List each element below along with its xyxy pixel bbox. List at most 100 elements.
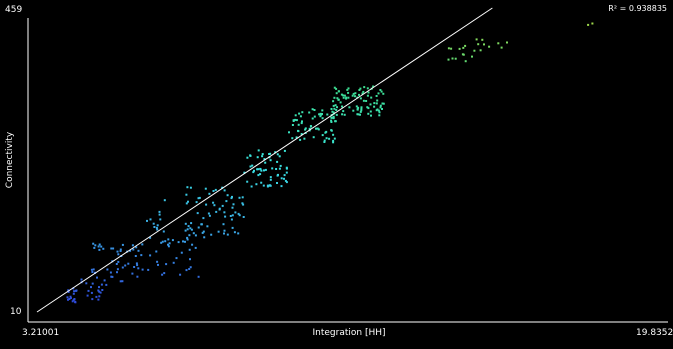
scatter-point-305 <box>321 109 323 111</box>
scatter-point-346 <box>378 92 380 94</box>
scatter-point-33 <box>91 292 93 294</box>
scatter-point-446 <box>473 50 475 52</box>
scatter-point-56 <box>124 265 126 267</box>
scatter-point-377 <box>379 111 381 113</box>
scatter-point-86 <box>110 248 112 250</box>
scatter-point-25 <box>98 286 100 288</box>
scatter-point-329 <box>332 134 334 136</box>
scatter-point-185 <box>234 231 236 233</box>
scatter-point-349 <box>378 114 380 116</box>
scatter-point-24 <box>95 296 97 298</box>
scatter-point-348 <box>368 92 370 94</box>
scatter-point-204 <box>202 232 204 234</box>
scatter-point-177 <box>208 193 210 195</box>
scatter-point-85 <box>147 269 149 271</box>
scatter-point-381 <box>370 111 372 113</box>
scatter-point-410 <box>367 87 369 89</box>
scatter-point-314 <box>300 115 302 117</box>
scatter-point-207 <box>264 162 266 164</box>
x-max-tick-label: 19.8352 <box>636 328 673 338</box>
scatter-point-274 <box>301 111 303 113</box>
scatter-point-50 <box>98 246 100 248</box>
scatter-point-194 <box>185 223 187 225</box>
scatter-point-75 <box>142 269 144 271</box>
scatter-point-448 <box>587 24 589 26</box>
scatter-point-55 <box>117 251 119 253</box>
scatter-point-89 <box>132 244 134 246</box>
scatter-point-344 <box>373 102 375 104</box>
scatter-point-273 <box>298 113 300 115</box>
scatter-point-20 <box>91 271 93 273</box>
scatter-point-398 <box>341 106 343 108</box>
scatter-point-339 <box>370 97 372 99</box>
scatter-point-40 <box>93 268 95 270</box>
scatter-point-18 <box>105 284 107 286</box>
scatter-point-189 <box>185 230 187 232</box>
scatter-point-413 <box>347 92 349 94</box>
scatter-point-139 <box>218 231 220 233</box>
scatter-point-372 <box>335 88 337 90</box>
scatter-point-103 <box>164 199 166 201</box>
scatter-point-435 <box>463 54 465 56</box>
scatter-point-122 <box>178 241 180 243</box>
scatter-point-73 <box>149 254 151 256</box>
scatter-point-270 <box>326 137 328 139</box>
scatter-point-90 <box>117 253 119 255</box>
scatter-point-21 <box>101 289 103 291</box>
scatter-point-299 <box>319 115 321 117</box>
scatter-point-158 <box>190 187 192 189</box>
scatter-point-394 <box>354 92 356 94</box>
scatter-point-449 <box>591 23 593 25</box>
scatter-point-116 <box>181 252 183 254</box>
scatter-point-107 <box>172 239 174 241</box>
scatter-point-126 <box>169 242 171 244</box>
scatter-point-282 <box>322 134 324 136</box>
scatter-point-430 <box>471 56 473 58</box>
scatter-point-108 <box>198 276 200 278</box>
scatter-point-224 <box>255 183 257 185</box>
scatter-point-47 <box>102 248 104 250</box>
scatter-point-101 <box>153 223 155 225</box>
scatter-point-46 <box>94 244 96 246</box>
scatter-point-259 <box>284 174 286 176</box>
scatter-point-144 <box>230 215 232 217</box>
scatter-point-420 <box>381 91 383 93</box>
scatter-point-316 <box>301 122 303 124</box>
scatter-point-178 <box>223 223 225 225</box>
scatter-point-118 <box>195 247 197 249</box>
scatter-point-51 <box>92 243 94 245</box>
scatter-point-311 <box>310 125 312 127</box>
scatter-point-391 <box>370 115 372 117</box>
scatter-point-426 <box>459 48 461 50</box>
scatter-point-36 <box>96 277 98 279</box>
scatter-point-29 <box>91 298 93 300</box>
scatter-point-159 <box>232 207 234 209</box>
scatter-point-125 <box>190 266 192 268</box>
scatter-point-191 <box>233 203 235 205</box>
scatter-point-373 <box>333 105 335 107</box>
scatter-point-113 <box>189 258 191 260</box>
scatter-point-374 <box>367 113 369 115</box>
scatter-point-419 <box>356 105 358 107</box>
scatter-point-441 <box>497 42 499 44</box>
scatter-point-210 <box>277 153 279 155</box>
scatter-point-130 <box>188 268 190 270</box>
scatter-point-179 <box>193 232 195 234</box>
scatter-point-409 <box>356 113 358 115</box>
scatter-point-300 <box>330 120 332 122</box>
scatter-point-431 <box>455 58 457 60</box>
scatter-point-318 <box>292 124 294 126</box>
scatter-point-104 <box>157 224 159 226</box>
scatter-point-268 <box>295 114 297 116</box>
scatter-point-432 <box>448 47 450 49</box>
scatter-point-332 <box>314 109 316 111</box>
scatter-point-43 <box>81 279 83 281</box>
scatter-point-163 <box>224 230 226 232</box>
scatter-point-117 <box>179 274 181 276</box>
scatter-point-444 <box>476 38 478 40</box>
scatter-point-249 <box>281 185 283 187</box>
scatter-point-411 <box>345 98 347 100</box>
scatter-point-315 <box>324 140 326 142</box>
scatter-point-228 <box>283 178 285 180</box>
scatter-point-66 <box>136 276 138 278</box>
